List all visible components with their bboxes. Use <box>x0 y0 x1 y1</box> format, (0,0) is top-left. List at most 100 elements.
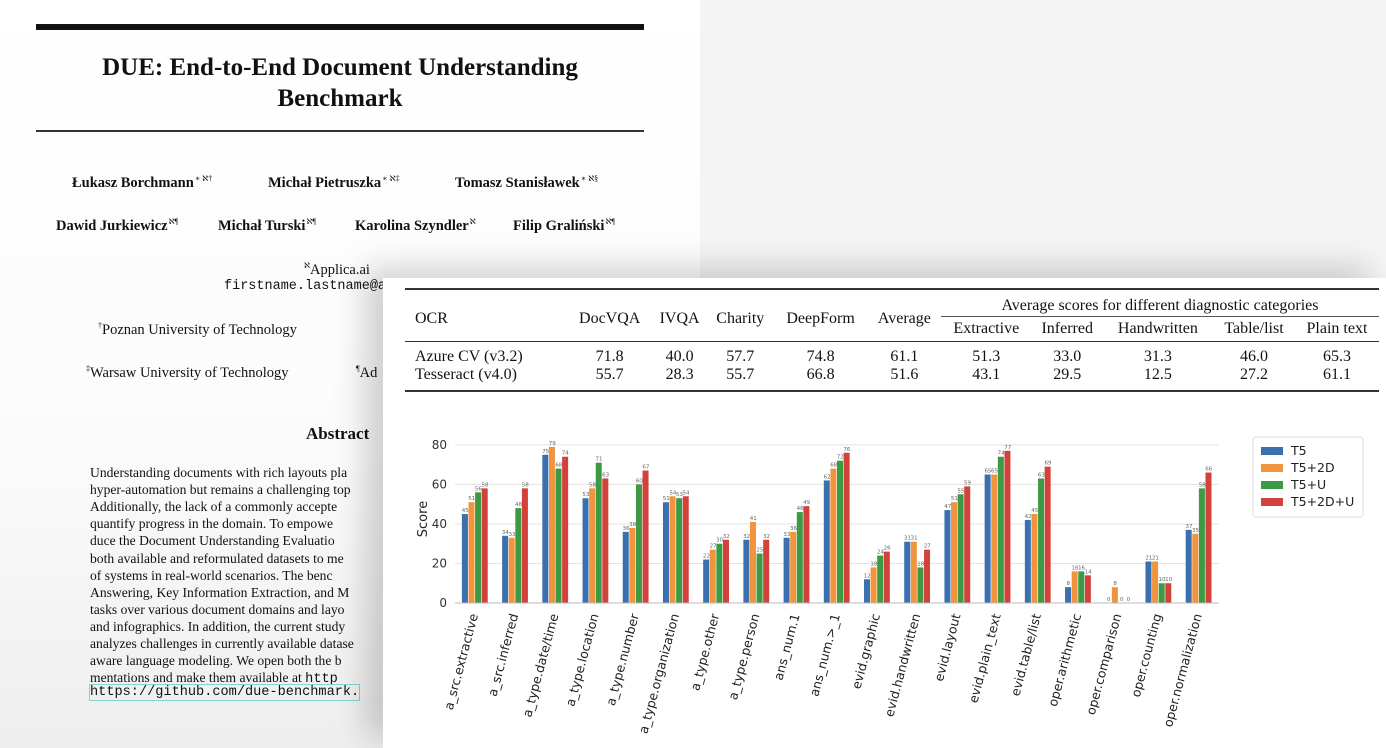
x-tick-label: a_src.extractive <box>441 612 481 712</box>
bar <box>709 549 716 603</box>
data-label: 12 <box>864 573 871 579</box>
data-label: 77 <box>1004 445 1011 451</box>
data-label: 75 <box>542 449 549 455</box>
y-axis-label: Score <box>416 501 431 537</box>
data-label: 69 <box>1044 461 1051 467</box>
data-label: 21 <box>1152 555 1159 561</box>
data-label: 42 <box>1025 514 1032 520</box>
x-tick-label: oper.arithmetic <box>1045 612 1084 708</box>
bar <box>468 502 475 603</box>
bar <box>582 498 589 603</box>
data-label: 8 <box>1113 581 1117 587</box>
data-label: 58 <box>482 482 489 488</box>
legend-entry: T5 <box>1290 443 1307 458</box>
data-label: 16 <box>1078 565 1085 571</box>
bar <box>1111 587 1118 603</box>
data-label: 65 <box>984 469 991 475</box>
bar <box>722 539 729 603</box>
data-label: 27 <box>710 544 717 550</box>
data-label: 66 <box>1205 467 1212 473</box>
data-label: 51 <box>468 496 475 502</box>
data-label: 0 <box>1120 597 1124 603</box>
cell: 46.0 <box>1240 348 1268 365</box>
author: Michał Turskiℵ¶ <box>218 217 317 234</box>
bar <box>924 549 931 603</box>
header-category: Inferred <box>1041 320 1093 337</box>
data-label: 32 <box>743 534 750 540</box>
cell: 51.6 <box>890 366 919 383</box>
bar <box>703 559 710 603</box>
cell: 66.8 <box>806 366 835 383</box>
bar <box>756 553 763 603</box>
bar <box>589 488 596 603</box>
data-label: 53 <box>676 492 683 498</box>
abstract-line: and infographics. In addition, the curre… <box>90 618 346 634</box>
bar <box>883 551 890 603</box>
legend-swatch <box>1261 481 1283 489</box>
data-label: 37 <box>1185 524 1192 530</box>
bar <box>984 474 991 603</box>
bar <box>997 456 1004 603</box>
bar <box>521 488 528 603</box>
header-category: Table/list <box>1224 320 1284 337</box>
data-label: 63 <box>1038 472 1045 478</box>
y-tick-label: 60 <box>432 477 447 491</box>
data-label: 25 <box>756 548 763 554</box>
data-label: 31 <box>911 536 918 542</box>
data-label: 60 <box>636 478 643 484</box>
data-label: 24 <box>877 550 884 556</box>
legend-box <box>1252 436 1364 518</box>
legend-entry: T5+2D+U <box>1290 494 1354 509</box>
header-dataset: IVQA <box>659 309 700 327</box>
data-label: 8 <box>1067 581 1071 587</box>
data-label: 54 <box>669 490 676 496</box>
bar <box>910 541 917 603</box>
x-tick-label: oper.counting <box>1128 612 1165 699</box>
data-label: 0 <box>1127 597 1131 603</box>
abstract-line: Understanding documents with rich layout… <box>90 465 348 480</box>
cell: 29.5 <box>1053 366 1082 383</box>
cell: 61.1 <box>890 348 919 365</box>
abstract-line: duce the Document Understanding Evaluati… <box>90 533 335 549</box>
cell: 55.7 <box>726 366 755 383</box>
affiliation-email: firstname.lastname@a <box>224 279 387 294</box>
data-label: 45 <box>1031 508 1038 514</box>
bar <box>843 452 850 603</box>
ocr-results-table: OCR DocVQA IVQA Charity DeepForm Average… <box>405 288 1379 392</box>
legend-entry: T5+U <box>1290 477 1326 492</box>
data-label: 51 <box>663 496 670 502</box>
bar <box>1145 561 1152 603</box>
bar <box>743 539 750 603</box>
data-label: 79 <box>549 441 556 447</box>
x-tick-label: evid.table/list <box>1008 612 1044 698</box>
bar <box>783 537 790 603</box>
author: Michał Pietruszka∗ ℵ‡ <box>268 174 400 191</box>
data-label: 41 <box>750 516 757 522</box>
bar <box>1185 529 1192 603</box>
paper-title-line2: Benchmark <box>277 85 403 112</box>
author: Karolina Szyndlerℵ <box>355 217 476 234</box>
abstract-line: both available and reformulated datasets… <box>90 550 344 566</box>
table-row: Tesseract (v4.0) 55.7 28.3 55.7 66.8 51.… <box>405 366 1379 391</box>
bar <box>1084 575 1091 603</box>
header-category: Plain text <box>1306 320 1368 337</box>
data-label: 30 <box>716 538 723 544</box>
cell: 71.8 <box>595 348 624 365</box>
bar <box>1071 571 1078 603</box>
y-tick-label: 20 <box>432 556 447 570</box>
data-label: 48 <box>515 502 522 508</box>
x-tick-label: evid.graphic <box>849 612 884 691</box>
abstract-link[interactable]: https://github.com/due-benchmark. <box>88 684 361 701</box>
bar <box>1031 514 1038 603</box>
bar <box>1165 583 1172 603</box>
header-dataset: DocVQA <box>579 309 641 327</box>
data-label: 22 <box>703 554 710 560</box>
bar <box>823 480 830 603</box>
bar <box>635 484 642 603</box>
bar <box>749 521 756 603</box>
bar <box>629 527 636 603</box>
abstract-line: hyper-automation but remains a challengi… <box>90 482 351 498</box>
bar <box>1158 583 1165 603</box>
row-ocr: Tesseract (v4.0) <box>415 366 517 383</box>
